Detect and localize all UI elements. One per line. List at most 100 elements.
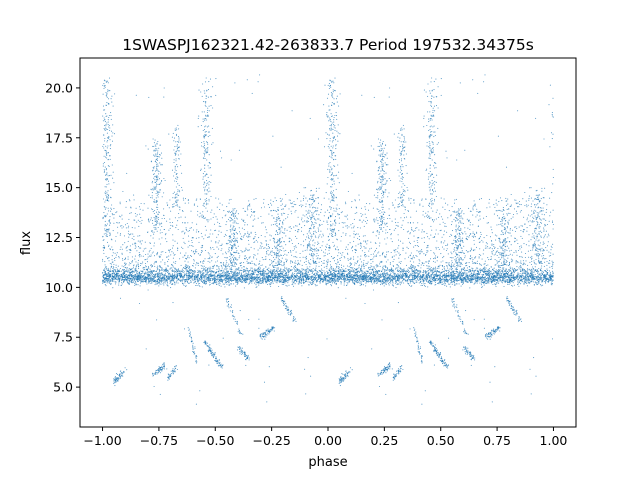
data-point <box>113 278 115 280</box>
data-point <box>126 278 128 280</box>
data-point <box>106 276 108 278</box>
data-point <box>422 278 424 280</box>
data-point <box>240 280 242 282</box>
data-point <box>429 276 432 278</box>
data-point <box>461 275 463 277</box>
data-point <box>523 283 525 285</box>
data-point <box>370 271 372 273</box>
data-point <box>189 275 191 277</box>
data-point <box>529 272 531 274</box>
data-point <box>395 280 397 282</box>
data-point <box>281 278 283 281</box>
data-point <box>492 276 494 279</box>
data-point <box>480 276 482 278</box>
data-point <box>327 272 329 275</box>
data-point <box>312 282 314 284</box>
data-point <box>387 278 389 280</box>
data-point <box>144 274 146 276</box>
data-point <box>291 273 293 275</box>
data-point <box>104 271 106 273</box>
data-point <box>513 284 515 286</box>
data-point <box>102 277 105 279</box>
data-point <box>347 277 349 279</box>
data-point <box>436 276 438 278</box>
data-point <box>242 271 244 273</box>
data-point <box>287 279 289 282</box>
data-point <box>438 283 440 285</box>
data-point <box>450 282 452 284</box>
data-point <box>144 272 147 274</box>
data-point <box>429 282 431 284</box>
data-point <box>140 273 142 275</box>
data-point <box>285 284 287 286</box>
data-point <box>199 271 201 273</box>
data-point <box>541 277 543 279</box>
data-point <box>543 275 545 277</box>
data-point <box>492 280 494 282</box>
data-point <box>128 280 131 282</box>
data-point <box>227 272 229 274</box>
data-point <box>420 280 422 282</box>
data-point <box>494 284 497 286</box>
data-point <box>401 281 403 283</box>
data-point <box>285 273 287 275</box>
data-point <box>439 274 441 276</box>
data-point <box>118 276 120 278</box>
data-point <box>379 280 381 282</box>
data-point <box>446 285 448 287</box>
data-point <box>205 269 207 271</box>
data-point <box>220 276 222 278</box>
data-point <box>428 280 430 282</box>
data-point <box>516 284 519 286</box>
data-point <box>292 283 294 285</box>
data-point <box>164 281 166 283</box>
data-point <box>535 275 537 278</box>
data-point <box>335 281 337 283</box>
data-point <box>544 277 546 279</box>
data-point <box>458 283 460 285</box>
data-point <box>271 276 273 278</box>
data-point <box>224 286 226 288</box>
data-point <box>155 282 157 284</box>
data-point <box>321 273 323 275</box>
data-point <box>493 278 495 280</box>
data-point <box>270 282 272 284</box>
data-point <box>205 276 207 278</box>
data-point <box>271 275 274 277</box>
data-point <box>224 272 226 274</box>
data-point <box>170 287 172 289</box>
data-point <box>547 277 549 279</box>
data-point <box>459 277 461 279</box>
data-point <box>247 274 249 276</box>
data-point <box>231 276 233 278</box>
data-point <box>372 272 374 274</box>
data-point <box>270 271 272 273</box>
data-point <box>127 271 129 273</box>
data-point <box>295 276 297 278</box>
data-point <box>526 279 528 281</box>
data-point <box>134 282 136 284</box>
data-point <box>462 282 464 284</box>
data-point <box>195 284 197 287</box>
data-point <box>142 275 145 277</box>
data-point <box>104 268 106 270</box>
data-point <box>441 278 443 281</box>
data-point <box>308 284 310 286</box>
data-point <box>256 279 258 281</box>
data-point <box>337 279 339 281</box>
data-point <box>375 282 377 284</box>
data-point <box>510 284 513 286</box>
data-point <box>199 275 202 277</box>
data-point <box>228 274 230 276</box>
data-point <box>455 279 457 281</box>
data-point <box>316 271 319 273</box>
data-point <box>523 271 525 273</box>
data-point <box>274 271 276 273</box>
data-point <box>468 274 470 276</box>
data-point <box>347 276 349 278</box>
data-point <box>196 284 198 287</box>
data-point <box>277 276 279 278</box>
data-point <box>239 273 241 275</box>
data-point <box>530 279 532 281</box>
data-point <box>504 281 506 283</box>
